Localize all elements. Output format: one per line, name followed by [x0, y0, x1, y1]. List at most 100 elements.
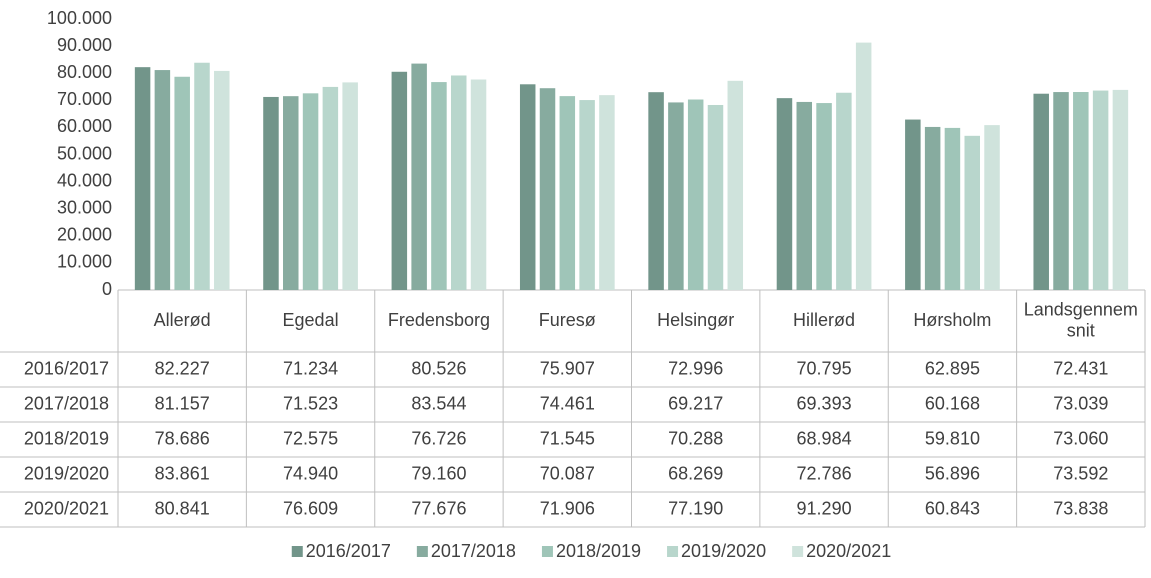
bar [450, 75, 467, 290]
y-tick-label: 40.000 [57, 170, 112, 190]
bar [924, 126, 941, 290]
table-cell: 56.896 [925, 463, 980, 483]
bar [194, 62, 210, 290]
table-cell: 79.160 [411, 463, 466, 483]
bar [855, 42, 872, 291]
bar [707, 104, 724, 290]
bar [836, 92, 852, 290]
bar [1053, 92, 1069, 291]
table-cell: 71.523 [283, 393, 338, 413]
table-cell: 60.843 [925, 498, 980, 518]
bar [283, 96, 299, 290]
y-tick-label: 100.000 [47, 8, 112, 28]
legend-label: 2020/2021 [806, 541, 891, 561]
bar [342, 82, 358, 290]
bar [391, 71, 408, 291]
bar [1112, 89, 1129, 290]
y-tick-label: 30.000 [57, 197, 112, 217]
table-cell: 72.786 [797, 463, 852, 483]
legend-label: 2018/2019 [556, 541, 641, 561]
table-cell: 62.895 [925, 358, 980, 378]
table-cell: 80.526 [411, 358, 466, 378]
table-row-label: 2016/2017 [24, 358, 109, 378]
bar [1033, 93, 1049, 290]
x-tick-label: Allerød [154, 310, 211, 330]
table-cell: 74.461 [540, 393, 595, 413]
table-cell: 73.838 [1053, 498, 1108, 518]
table-cell: 73.060 [1053, 428, 1108, 448]
y-tick-label: 90.000 [57, 35, 112, 55]
bar [668, 102, 684, 290]
bar [214, 70, 230, 290]
table-cell: 70.087 [540, 463, 595, 483]
bar [539, 88, 556, 290]
x-tick-label: Helsingør [657, 310, 734, 330]
y-tick-label: 20.000 [57, 225, 112, 245]
y-tick-label: 70.000 [57, 89, 112, 109]
bar [964, 135, 980, 290]
bar [431, 82, 447, 290]
table-cell: 91.290 [797, 498, 852, 518]
bar [411, 63, 427, 290]
table-row-label: 2019/2020 [24, 463, 109, 483]
x-tick-label: Egedal [283, 310, 339, 330]
bar [944, 127, 961, 290]
table-cell: 70.795 [797, 358, 852, 378]
y-tick-label: 60.000 [57, 116, 112, 136]
bar [302, 93, 319, 290]
table-cell: 77.190 [668, 498, 723, 518]
y-tick-label: 80.000 [57, 62, 112, 82]
table-cell: 73.039 [1053, 393, 1108, 413]
legend-swatch [291, 546, 303, 557]
bar [648, 92, 664, 290]
legend-label: 2019/2020 [681, 541, 766, 561]
bar [174, 76, 190, 290]
y-tick-label: 50.000 [57, 143, 112, 163]
table-cell: 72.996 [668, 358, 723, 378]
legend-swatch [667, 546, 679, 557]
legend-label: 2017/2018 [431, 541, 516, 561]
table-cell: 74.940 [283, 463, 338, 483]
table-cell: 82.227 [155, 358, 210, 378]
table-cell: 71.234 [283, 358, 338, 378]
bar [263, 96, 279, 290]
bar [816, 103, 832, 290]
table-row-label: 2018/2019 [24, 428, 109, 448]
bar [1073, 92, 1089, 290]
bar [134, 67, 151, 291]
bar [687, 99, 704, 290]
table-cell: 68.269 [668, 463, 723, 483]
bar [1092, 90, 1109, 291]
table-cell: 72.575 [283, 428, 338, 448]
table-row-label: 2020/2021 [24, 498, 109, 518]
bar [984, 125, 1000, 290]
bar [776, 98, 793, 290]
legend-swatch [416, 546, 428, 557]
table-cell: 81.157 [155, 393, 210, 413]
table-cell: 80.841 [155, 498, 210, 518]
table-cell: 72.431 [1053, 358, 1108, 378]
y-tick-label: 10.000 [57, 252, 112, 272]
table-cell: 75.907 [540, 358, 595, 378]
x-tick-label: Landsgennem snit [1024, 299, 1138, 340]
table-cell: 68.984 [797, 428, 852, 448]
legend-swatch [792, 546, 804, 557]
table-cell: 83.544 [411, 393, 466, 413]
bar [559, 96, 576, 290]
bar [796, 101, 813, 290]
bar [519, 84, 536, 291]
table-cell: 83.861 [155, 463, 210, 483]
y-tick-label: 0 [102, 279, 112, 299]
table-cell: 71.906 [540, 498, 595, 518]
table-cell: 69.393 [797, 393, 852, 413]
bar [154, 70, 171, 290]
x-tick-label: Hørsholm [913, 310, 991, 330]
bar [727, 80, 744, 291]
table-cell: 77.676 [411, 498, 466, 518]
table-cell: 76.609 [283, 498, 338, 518]
table-cell: 71.545 [540, 428, 595, 448]
bar [905, 119, 921, 290]
x-tick-label: Hillerød [793, 310, 855, 330]
legend-swatch [541, 546, 553, 557]
